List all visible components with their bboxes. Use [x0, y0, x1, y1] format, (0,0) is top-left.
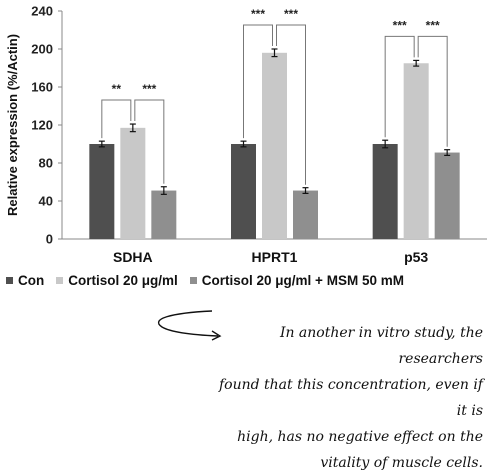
y-tick-label: 160 [31, 80, 53, 95]
annotation-line-1: In another in vitro study, the researche… [279, 325, 483, 367]
significance-label: *** [393, 18, 407, 32]
y-tick-label: 40 [39, 194, 53, 209]
y-tick-label: 240 [31, 4, 53, 19]
legend-label-con: Con [18, 273, 45, 288]
legend-item-cortisol-msm: Cortisol 20 μg/ml + MSM 50 mM [189, 273, 404, 288]
bar [434, 152, 460, 239]
x-category-label: p53 [404, 249, 428, 265]
significance-bracket [101, 99, 132, 139]
y-tick-label: 0 [46, 232, 53, 247]
x-category-label: SDHA [113, 249, 153, 265]
legend-label-cortisol-msm: Cortisol 20 μg/ml + MSM 50 mM [201, 273, 404, 288]
bar [372, 144, 398, 239]
annotation-line-4: vitality of muscle cells. [320, 455, 483, 471]
chart-legend: Con Cortisol 20 μg/ml Cortisol 20 μg/ml … [6, 273, 416, 288]
legend-swatch-cortisol-msm [189, 277, 197, 284]
bar [403, 63, 429, 239]
annotation-line-3: high, has no negative effect on the [237, 429, 483, 445]
significance-bracket [134, 99, 165, 184]
bar [293, 190, 318, 239]
significance-label: ** [112, 82, 122, 96]
annotation-arrow [157, 310, 222, 341]
significance-bracket [384, 35, 415, 138]
legend-swatch-cortisol [56, 277, 64, 284]
bar [89, 144, 115, 239]
significance-bracket [417, 35, 448, 147]
legend-label-cortisol: Cortisol 20 μg/ml [68, 273, 178, 288]
bar [120, 127, 146, 239]
y-tick-label: 200 [31, 42, 53, 57]
significance-bracket [276, 24, 306, 185]
y-tick-label: 120 [31, 118, 53, 133]
legend-swatch-con [6, 277, 13, 284]
legend-item-cortisol: Cortisol 20 μg/ml [56, 273, 178, 288]
x-category-label: HPRT1 [252, 249, 298, 265]
bar [262, 52, 287, 239]
bar [231, 144, 256, 239]
significance-label: *** [426, 18, 440, 32]
annotation-note: In another in vitro study, the researche… [205, 320, 483, 476]
y-tick-label: 80 [39, 156, 53, 171]
y-axis-label: Relative expression (%/Actin) [5, 34, 20, 216]
bar-chart: 0 40 80 120 160 200 240 Relative expression (%/… [5, 4, 487, 265]
legend-item-con: Con [6, 273, 44, 288]
significance-bracket [243, 24, 273, 139]
annotation-line-2: found that this concentration, even if i… [218, 377, 483, 419]
significance-label: *** [142, 82, 156, 96]
significance-label: *** [251, 7, 265, 21]
bar [151, 190, 177, 239]
significance-label: *** [284, 7, 298, 21]
